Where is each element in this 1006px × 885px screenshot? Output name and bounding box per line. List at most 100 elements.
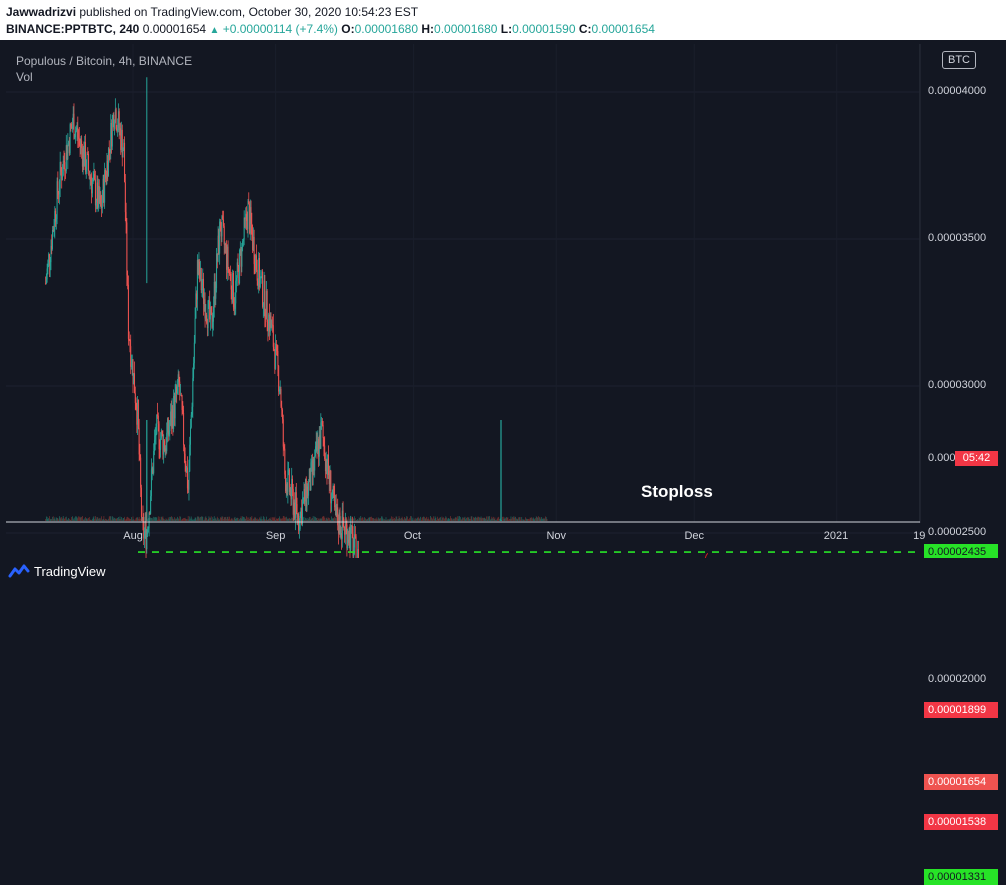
candle-body: [58, 193, 60, 195]
candle-body: [259, 257, 260, 288]
volume-bar: [282, 516, 284, 521]
volume-bar: [519, 517, 520, 521]
candle-body: [226, 246, 228, 270]
candle-body: [199, 261, 201, 280]
volume-bar: [481, 518, 483, 521]
volume-bar: [158, 519, 160, 521]
volume-bar: [386, 519, 388, 521]
author-name[interactable]: Jawwadrizvi: [6, 5, 77, 19]
candle-body: [88, 154, 90, 171]
candle-body: [157, 415, 159, 424]
volume-bar: [209, 517, 211, 521]
time-axis-tick: Aug: [123, 530, 143, 542]
volume-bar: [542, 518, 544, 521]
volume-bar: [389, 518, 391, 521]
currency-badge[interactable]: BTC: [942, 51, 976, 69]
volume-bar: [162, 516, 164, 521]
candle-body: [335, 505, 337, 516]
volume-bar: [332, 518, 334, 521]
candle-body: [132, 359, 134, 385]
candle-body: [160, 430, 162, 439]
volume-bar: [60, 518, 62, 521]
volume-bar: [519, 517, 521, 521]
volume-bar: [229, 519, 231, 521]
volume-bar: [183, 518, 184, 521]
last-price: 0.00001654: [142, 22, 207, 36]
volume-bar: [538, 516, 539, 521]
volume-bar: [440, 517, 441, 521]
volume-bar: [176, 518, 178, 521]
candle-body: [146, 534, 148, 550]
candle-body: [264, 280, 266, 318]
volume-bar: [437, 518, 439, 521]
volume-bar: [327, 519, 329, 521]
volume-bar: [75, 516, 77, 521]
volume-bar: [126, 517, 128, 521]
candle-body: [301, 502, 303, 525]
stoploss-annotation[interactable]: Stoploss: [641, 482, 713, 501]
candle-body: [331, 496, 333, 499]
volume-bar: [376, 517, 378, 521]
volume-bar: [137, 517, 138, 521]
volume-bar: [367, 518, 368, 521]
volume-bar: [536, 517, 538, 521]
volume-bar: [406, 516, 408, 521]
candle-body: [258, 257, 260, 290]
candle-body: [50, 245, 52, 263]
volume-bar: [264, 519, 266, 521]
horizontal-levels[interactable]: [6, 551, 918, 558]
candle-body: [337, 525, 339, 534]
volume-bar: [510, 516, 512, 521]
volume-bar: [104, 519, 106, 521]
volume-bar: [497, 517, 499, 521]
volume-bar: [358, 519, 359, 521]
volume-bar: [484, 517, 486, 521]
volume-bar: [76, 517, 78, 521]
candle-body: [242, 241, 244, 243]
candle-body: [233, 307, 235, 309]
candle-body: [78, 138, 80, 140]
up-triangle-icon: ▲: [209, 25, 220, 36]
candle-body: [174, 392, 176, 419]
price-tag: 0.00001538: [924, 813, 998, 830]
volume-bar: [439, 517, 441, 521]
volume-bar: [97, 517, 99, 521]
volume-bar: [495, 519, 497, 521]
volume-bar: [275, 519, 276, 521]
candle-body: [252, 232, 254, 250]
candle-body: [171, 409, 173, 427]
volume-bar: [494, 517, 496, 521]
volume-bar: [417, 517, 418, 521]
tradingview-brand[interactable]: TradingView: [34, 564, 106, 579]
volume-bar: [167, 517, 169, 521]
volume-bar: [286, 518, 288, 521]
candle-body: [124, 142, 126, 183]
volume-bar: [532, 518, 533, 521]
candle-body: [246, 220, 248, 230]
candle-body: [161, 430, 163, 434]
candle-body: [145, 521, 147, 550]
volume-bar: [429, 519, 431, 521]
candle-body: [176, 386, 178, 394]
volume-bar: [197, 516, 198, 521]
volume-bar: [56, 518, 58, 521]
volume-bar: [213, 518, 214, 521]
volume-bar: [101, 516, 102, 521]
candle-body: [350, 526, 352, 551]
volume-bar: [216, 516, 218, 521]
candle-body: [303, 489, 305, 499]
volume-bar: [468, 517, 470, 521]
volume-bar: [418, 518, 420, 521]
volume-bar: [469, 518, 471, 521]
volume-bar: [190, 518, 191, 521]
candle-body: [123, 142, 125, 151]
volume-bar: [397, 518, 399, 521]
volume-bar: [463, 517, 465, 521]
candle-body: [61, 171, 63, 181]
candle-body: [352, 533, 354, 557]
volume-bar: [254, 516, 256, 521]
candle-body: [151, 468, 153, 470]
candle-body: [70, 124, 72, 127]
price-chart[interactable]: [0, 40, 1006, 558]
price-tag: 0.00002435: [924, 544, 998, 561]
